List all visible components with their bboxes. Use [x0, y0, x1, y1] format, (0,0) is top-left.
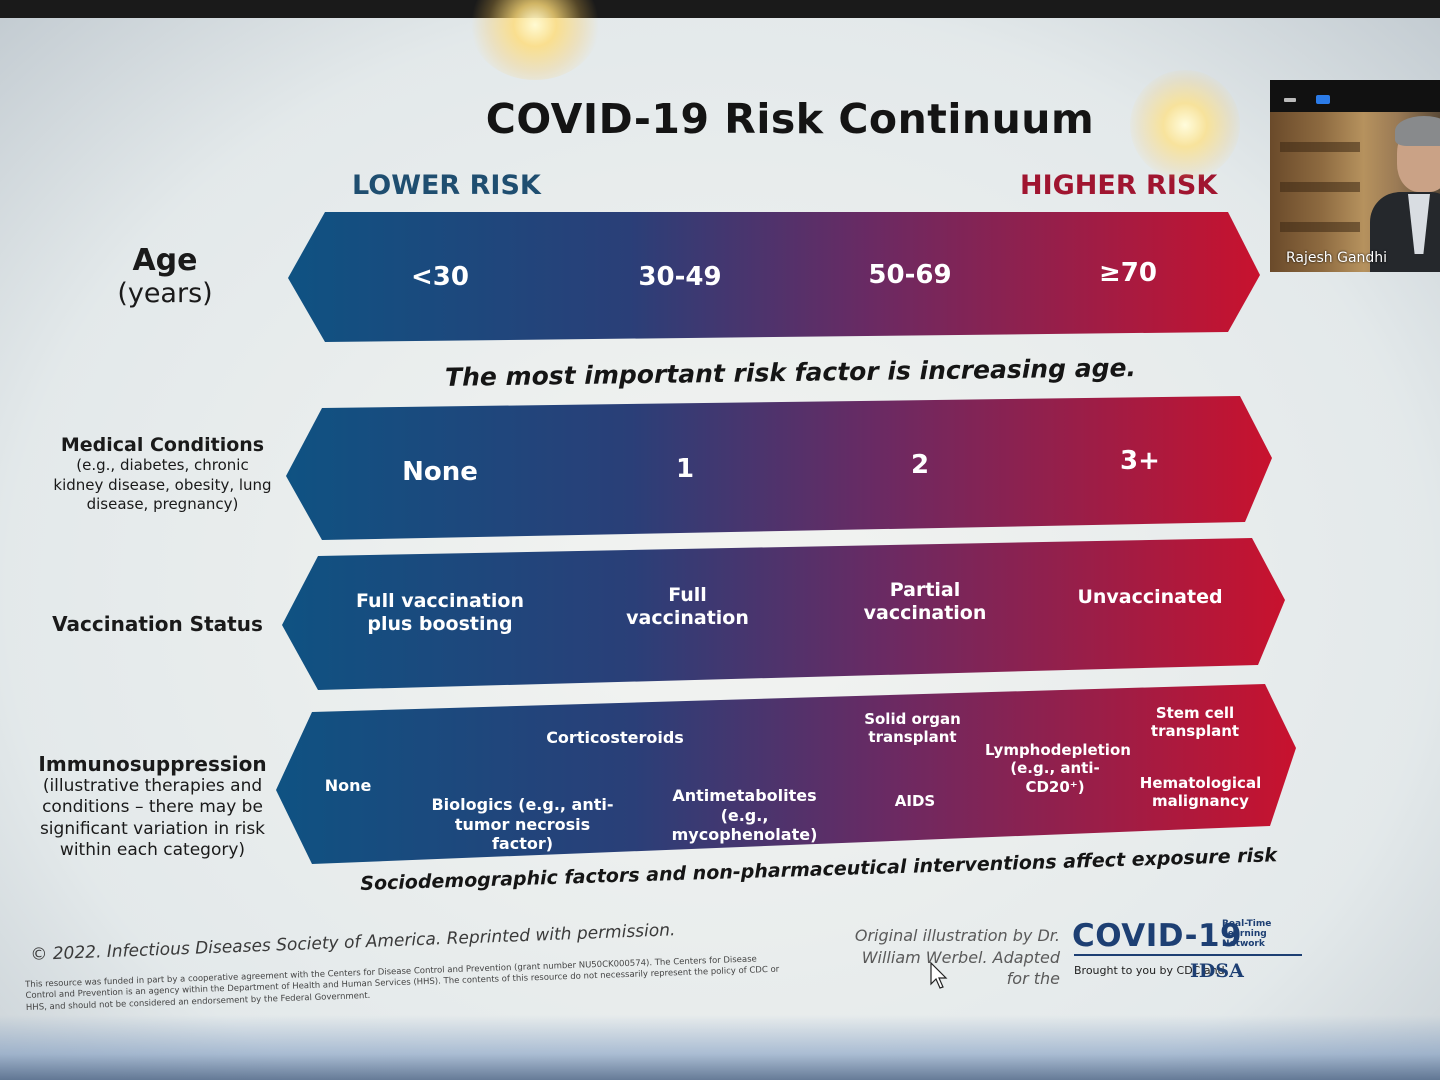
immuno-antimetabolites: Antimetabolites (e.g., mycophenolate) [671, 786, 818, 845]
medical-cell-3plus: 3+ [1120, 446, 1160, 476]
age-cell-30-49: 30-49 [638, 262, 722, 292]
view-toggle-icon[interactable] [1316, 95, 1330, 104]
slide-title: COVID-19 Risk Continuum [485, 95, 1095, 143]
video-tile-header [1270, 80, 1440, 112]
immuno-solid-organ: Solid organ transplant [864, 710, 961, 747]
immuno-stem-cell: Stem cell transplant [1150, 704, 1240, 741]
vaccination-cell-boosted: Full vaccination plus boosting [356, 590, 524, 636]
vaccination-cell-partial: Partial vaccination [863, 579, 987, 625]
age-cell-under30: <30 [411, 262, 469, 292]
logo-sub: Brought to you by CDC and [1074, 964, 1225, 977]
vaccination-label: Vaccination Status [52, 612, 263, 636]
participant-name: Rajesh Gandhi [1286, 250, 1388, 266]
mouse-cursor-icon [930, 962, 948, 989]
idsa-logo: IDSA [1190, 960, 1244, 982]
vaccination-cell-full: Full vaccination [626, 584, 749, 630]
immuno-label: Immunosuppression (illustrative therapie… [30, 752, 275, 861]
medical-cell-1: 1 [675, 454, 695, 484]
age-cell-50-69: 50-69 [868, 260, 952, 290]
participant-video [1270, 112, 1440, 272]
age-label: Age (years) [100, 243, 230, 309]
top-bar [0, 0, 1440, 18]
minimize-icon[interactable] [1284, 98, 1296, 102]
medical-cell-2: 2 [910, 450, 930, 480]
immuno-label-title: Immunosuppression [38, 752, 267, 776]
vaccination-band [282, 538, 1285, 690]
vaccination-cell-unvaccinated: Unvaccinated [1077, 586, 1223, 608]
medical-label-sub: (e.g., diabetes, chronic kidney disease,… [53, 456, 272, 513]
covid19-logo: COVID-19 [1072, 918, 1243, 954]
immuno-none: None [324, 776, 372, 795]
screen-bezel-reflection [0, 1015, 1440, 1080]
medical-label-title: Medical Conditions [60, 434, 265, 456]
logo-divider [1074, 954, 1302, 956]
age-label-title: Age [132, 243, 198, 278]
age-band [288, 212, 1260, 342]
participant-hair [1395, 116, 1440, 146]
medical-cell-none: None [402, 457, 478, 487]
immuno-label-sub: (illustrative therapies and conditions –… [39, 776, 266, 860]
immuno-lymphodepletion: Lymphodepletion (e.g., anti-CD20⁺) [985, 741, 1131, 796]
immunosuppression-band [276, 684, 1296, 864]
background-shelf [1280, 222, 1360, 232]
background-shelf [1280, 182, 1360, 192]
immuno-biologics: Biologics (e.g., anti-tumor necrosis fac… [431, 795, 614, 854]
lower-risk-label: LOWER RISK [352, 170, 541, 201]
logo-tagline: Real-Time Learning Network [1222, 919, 1272, 949]
age-label-sub: (years) [117, 278, 213, 309]
age-cell-70-plus: ≥70 [1099, 258, 1157, 288]
immuno-hematological: Hematological malignancy [1139, 774, 1262, 811]
medical-band [286, 396, 1272, 540]
participant-shirt [1408, 194, 1430, 254]
immuno-aids: AIDS [894, 792, 936, 810]
immuno-corticosteroids: Corticosteroids [546, 728, 684, 747]
medical-label: Medical Conditions (e.g., diabetes, chro… [45, 434, 280, 515]
background-shelf [1280, 142, 1360, 152]
participant-video-tile[interactable]: Rajesh Gandhi [1270, 80, 1440, 272]
illustration-credit: Original illustration by Dr. William Wer… [854, 926, 1060, 989]
